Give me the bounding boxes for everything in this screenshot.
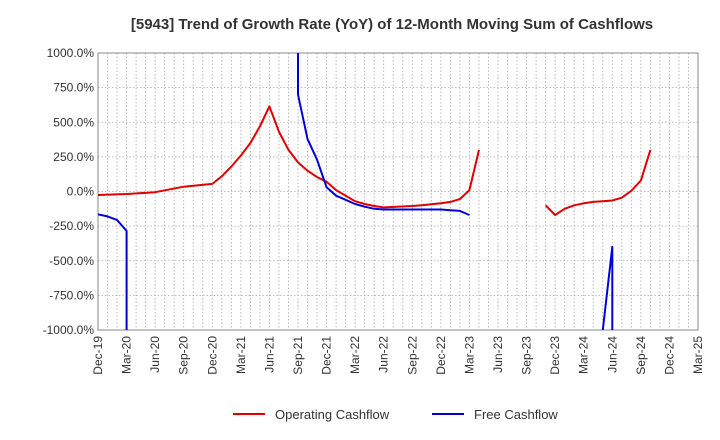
plot-area: 1000.0% 750.0% 500.0% 250.0% 0.0% -250.0% -500… (43, 46, 705, 375)
x-tick-label: Mar-24 (577, 336, 591, 374)
x-tick-label: Jun-20 (148, 336, 162, 373)
series-line-operating-cashflow (98, 105, 652, 216)
x-tick-label: Mar-22 (348, 336, 362, 374)
y-tick-label: 0.0% (67, 185, 95, 199)
legend: Operating Cashflow Free Cashflow (233, 407, 558, 422)
y-tick-label: -500.0% (49, 254, 94, 268)
y-tick-label: 250.0% (53, 150, 94, 164)
x-tick-label: Mar-21 (234, 336, 248, 374)
x-tick-label: Dec-24 (662, 336, 676, 375)
x-tick-label: Dec-20 (205, 336, 219, 375)
y-tick-label: 750.0% (53, 81, 94, 95)
x-tick-label: Dec-21 (320, 336, 334, 375)
x-tick-label: Mar-20 (120, 336, 134, 374)
y-tick-label: -250.0% (49, 219, 94, 233)
y-tick-label: 1000.0% (47, 46, 95, 60)
x-tick-label: Mar-25 (691, 336, 705, 374)
chart-title: [5943] Trend of Growth Rate (YoY) of 12-… (131, 16, 653, 33)
x-tick-label: Jun-23 (491, 336, 505, 373)
x-tick-label: Dec-19 (91, 336, 105, 375)
x-tick-label: Sep-20 (177, 336, 191, 375)
x-tick-label: Dec-23 (548, 336, 562, 375)
plot-frame (97, 52, 699, 331)
x-tick-label: Dec-22 (434, 336, 448, 375)
x-tick-label: Jun-21 (262, 336, 276, 373)
x-tick-label: Jun-22 (377, 336, 391, 373)
x-tick-label: Sep-24 (634, 336, 648, 375)
legend-label-operating-cashflow: Operating Cashflow (275, 407, 390, 422)
y-tick-label: 500.0% (53, 115, 94, 129)
x-tick-label: Sep-21 (291, 336, 305, 375)
y-tick-label: -1000.0% (43, 323, 95, 337)
x-tick-label: Sep-23 (520, 336, 534, 375)
x-tick-label: Mar-23 (462, 336, 476, 374)
y-tick-label: -750.0% (49, 288, 94, 302)
series-line-free-cashflow (98, 53, 614, 330)
x-tick-label: Jun-24 (605, 336, 619, 373)
legend-label-free-cashflow: Free Cashflow (474, 407, 558, 422)
x-tick-label: Sep-22 (405, 336, 419, 375)
plot-background (98, 53, 698, 330)
